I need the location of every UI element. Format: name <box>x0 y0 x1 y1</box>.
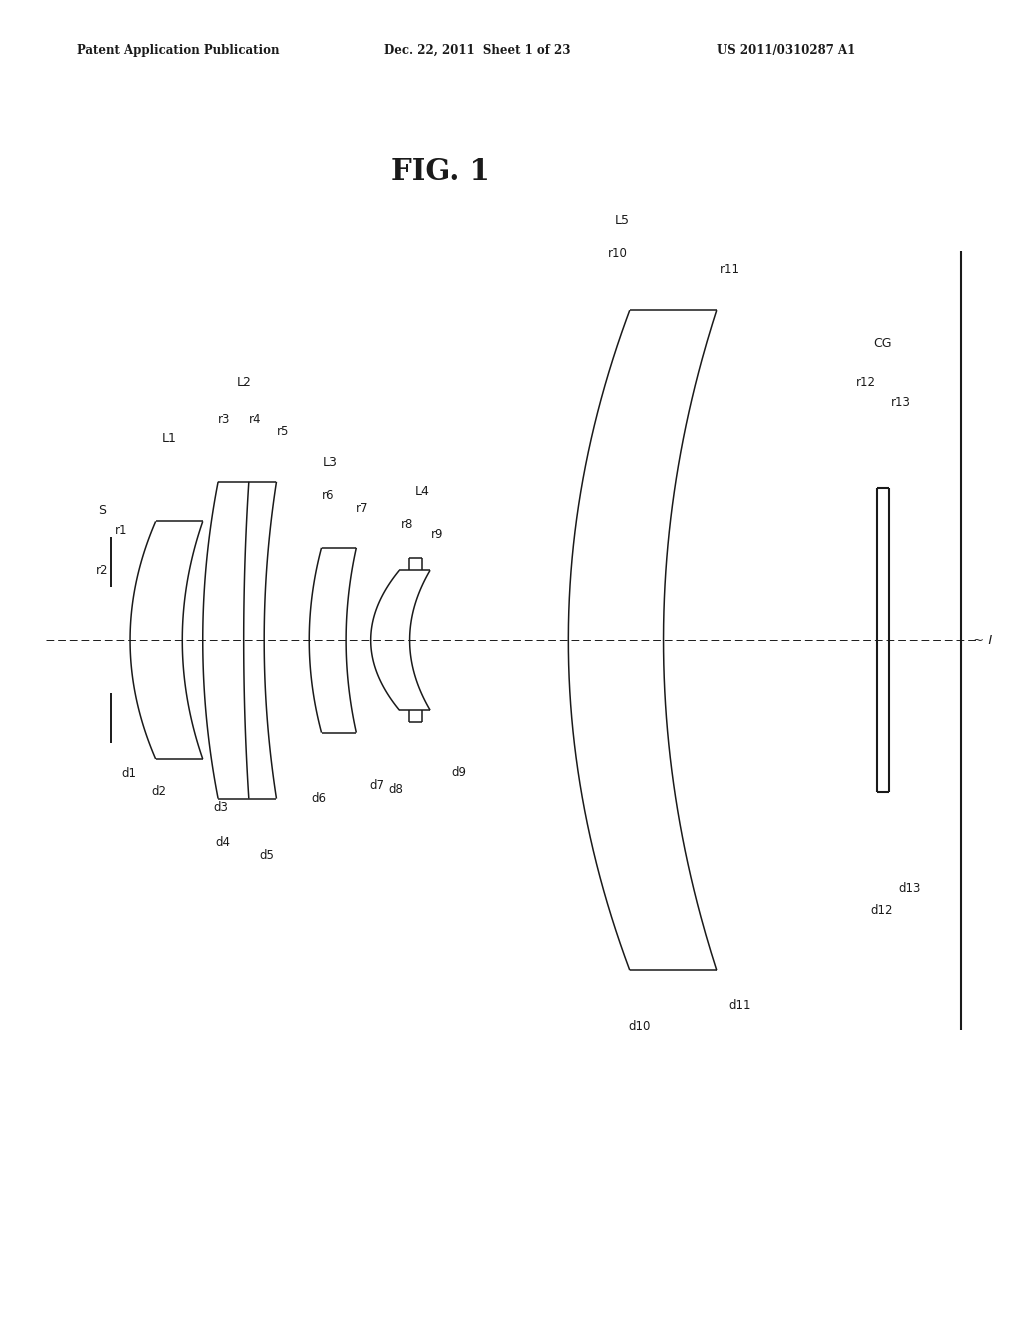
Text: r13: r13 <box>891 396 910 409</box>
Text: US 2011/0310287 A1: US 2011/0310287 A1 <box>717 44 855 57</box>
Text: d3: d3 <box>214 801 228 814</box>
Text: r11: r11 <box>720 263 740 276</box>
Text: L4: L4 <box>415 484 429 498</box>
Text: L2: L2 <box>237 376 251 389</box>
Text: d12: d12 <box>870 904 893 917</box>
Text: CG: CG <box>873 337 892 350</box>
Text: r10: r10 <box>608 247 628 260</box>
Text: d4: d4 <box>216 836 230 849</box>
Text: r1: r1 <box>115 524 127 537</box>
Text: L1: L1 <box>162 432 176 445</box>
Text: r9: r9 <box>431 528 443 541</box>
Text: r5: r5 <box>276 425 289 438</box>
Text: S: S <box>98 504 106 517</box>
Text: ~ I: ~ I <box>973 634 992 647</box>
Text: d1: d1 <box>122 767 136 780</box>
Text: d11: d11 <box>728 999 751 1012</box>
Text: d6: d6 <box>311 792 326 805</box>
Text: d7: d7 <box>370 779 384 792</box>
Text: d2: d2 <box>152 785 166 799</box>
Text: d9: d9 <box>452 766 466 779</box>
Text: r4: r4 <box>249 413 261 426</box>
Text: r12: r12 <box>855 376 876 389</box>
Text: L3: L3 <box>323 455 337 469</box>
Text: Dec. 22, 2011  Sheet 1 of 23: Dec. 22, 2011 Sheet 1 of 23 <box>384 44 570 57</box>
Text: d5: d5 <box>260 849 274 862</box>
Text: d10: d10 <box>629 1020 651 1034</box>
Text: r8: r8 <box>400 517 413 531</box>
Text: r3: r3 <box>218 413 230 426</box>
Text: Patent Application Publication: Patent Application Publication <box>77 44 280 57</box>
Text: L5: L5 <box>615 214 630 227</box>
Text: d8: d8 <box>389 783 403 796</box>
Text: FIG. 1: FIG. 1 <box>391 157 489 186</box>
Text: r7: r7 <box>356 502 369 515</box>
Text: r2: r2 <box>96 564 109 577</box>
Text: r6: r6 <box>322 488 334 502</box>
Text: d13: d13 <box>898 882 921 895</box>
